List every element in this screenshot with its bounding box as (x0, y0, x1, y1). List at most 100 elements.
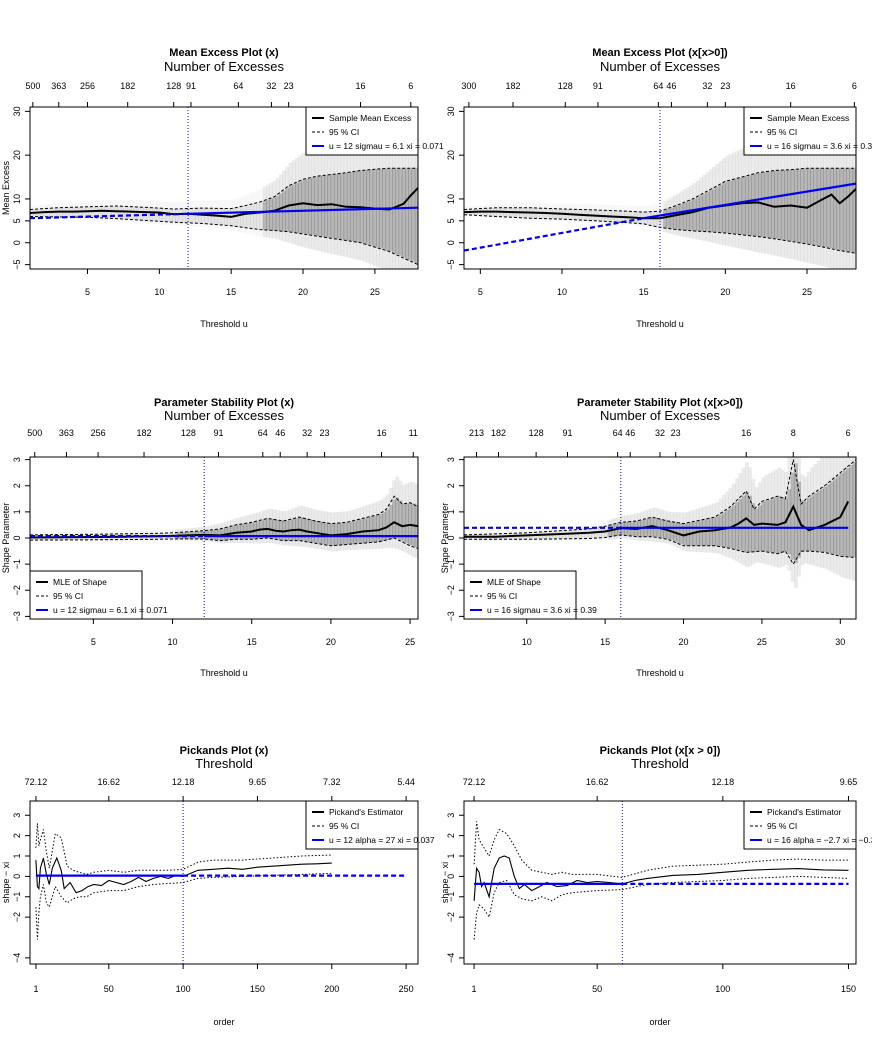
estimate-line (30, 521, 418, 539)
x-tick-label: 25 (405, 637, 415, 647)
y-tick-label: 3 (446, 457, 456, 462)
ci-shade-outer (379, 129, 383, 269)
top-tick-label: 9.65 (249, 777, 267, 787)
ci-shade-inner (754, 173, 759, 237)
ci-shade-inner (666, 208, 671, 229)
ci-shade-outer (311, 508, 316, 549)
ci-shade-inner (712, 188, 717, 233)
ci-shade-outer (767, 473, 772, 566)
legend-label: u = 12 sigmau = 6.1 xi = 0.071 (329, 141, 444, 151)
ci-lower-line (35, 872, 332, 940)
top-tick-label: 16.62 (586, 777, 609, 787)
ci-shade-outer (702, 506, 707, 553)
top-tick-label: 64 (653, 81, 663, 91)
ci-shade-inner (767, 499, 772, 553)
x-tick-label: 30 (835, 637, 845, 647)
ci-shade-inner (327, 174, 332, 238)
ci-shade-outer (833, 457, 837, 574)
y-tick-label: 20 (446, 150, 456, 160)
y-tick-label: 3 (12, 813, 22, 818)
x-tick-label: 150 (250, 984, 265, 994)
ci-shade-outer (359, 134, 364, 261)
ci-shade-outer (395, 476, 400, 549)
ci-shade-inner (97, 206, 102, 218)
ci-shade-inner (272, 519, 277, 539)
ci-shade-inner (259, 202, 264, 230)
top-tick-label: 363 (51, 81, 66, 91)
chart-subtitle: Number of Excesses (600, 408, 720, 423)
ci-shade-inner (849, 168, 854, 253)
top-tick-label: 256 (91, 428, 106, 438)
ci-shade-outer (262, 510, 267, 544)
ci-shade-inner (722, 183, 726, 233)
ci-shade-outer (353, 136, 358, 260)
ci-shade-inner (718, 184, 723, 233)
top-tick-label: 91 (186, 81, 196, 91)
y-tick-label: −2 (446, 585, 456, 595)
ci-shade-outer (285, 510, 290, 546)
chart-subtitle: Threshold (631, 756, 689, 771)
ci-shade-inner (754, 508, 759, 552)
legend-label: 95 % CI (767, 127, 797, 137)
x-axis-label: order (649, 1017, 670, 1027)
x-tick-label: 5 (91, 637, 96, 647)
ci-shade-inner (748, 175, 752, 236)
y-tick-label: −1 (446, 892, 456, 902)
ci-shade-inner (777, 170, 782, 240)
ci-shade-outer (304, 151, 309, 249)
top-tick-label: 72.12 (463, 777, 486, 787)
ci-shade-outer (217, 523, 222, 544)
ci-shade-inner (663, 210, 668, 228)
ci-shade-inner (127, 206, 131, 220)
ci-shade-outer (839, 457, 844, 577)
ci-shade-outer (826, 128, 831, 268)
ci-shade-outer (375, 501, 380, 549)
estimate-line (464, 188, 856, 220)
ci-shade-outer (852, 457, 856, 582)
ci-shade-inner (715, 516, 720, 546)
x-tick-label: 15 (639, 287, 649, 297)
top-tick-label: 5.44 (397, 777, 415, 787)
top-tick-label: 182 (505, 81, 520, 91)
ci-shade-inner (810, 495, 815, 552)
ci-shade-inner (304, 518, 309, 542)
ci-shade-inner (272, 197, 277, 231)
ci-shade-inner (262, 200, 267, 230)
ci-shade-outer (679, 512, 684, 550)
chart-title: Mean Excess Plot (x[x>0]) (592, 47, 728, 59)
ci-shade-inner (856, 460, 860, 558)
ci-shade-inner (787, 489, 792, 555)
ci-shade-outer (392, 126, 396, 269)
ci-shade-outer (771, 471, 775, 567)
panel-ps_x: Parameter Stability Plot (x)Number of Ex… (1, 397, 419, 678)
ci-shade-outer (813, 463, 818, 567)
ci-shade-outer (800, 131, 805, 262)
ci-shade-outer (653, 507, 658, 542)
ci-shade-outer (340, 140, 345, 257)
ci-shade-outer (366, 132, 370, 264)
legend: MLE of Shape 95 % CI u = 12 sigmau = 6.1 x… (29, 570, 168, 620)
ci-shade-inner (269, 518, 273, 539)
ci-shade-inner (673, 206, 677, 230)
ci-shade-inner (816, 490, 821, 552)
ci-shade-inner (771, 170, 775, 239)
ci-shade-inner (826, 484, 831, 553)
ci-shade-outer (356, 135, 361, 260)
ci-shade-inner (236, 207, 241, 227)
y-tick-label: 0 (446, 240, 456, 245)
ci-shade-outer (346, 138, 351, 258)
ci-shade-inner (705, 191, 710, 232)
ci-shade-inner (715, 186, 720, 233)
ci-shade-outer (758, 140, 762, 253)
x-tick-label: 50 (104, 984, 114, 994)
ci-shade-outer (646, 509, 651, 542)
ci-shade-outer (728, 154, 733, 247)
ci-shade-outer (346, 511, 351, 551)
ci-shade-inner (699, 195, 703, 232)
ci-shade-inner (846, 168, 850, 252)
ci-shade-outer (311, 148, 316, 250)
ci-shade-inner (392, 168, 396, 253)
chart-subtitle: Number of Excesses (600, 59, 720, 74)
ci-shade-outer (725, 491, 730, 557)
y-tick-label: 2 (12, 483, 22, 488)
